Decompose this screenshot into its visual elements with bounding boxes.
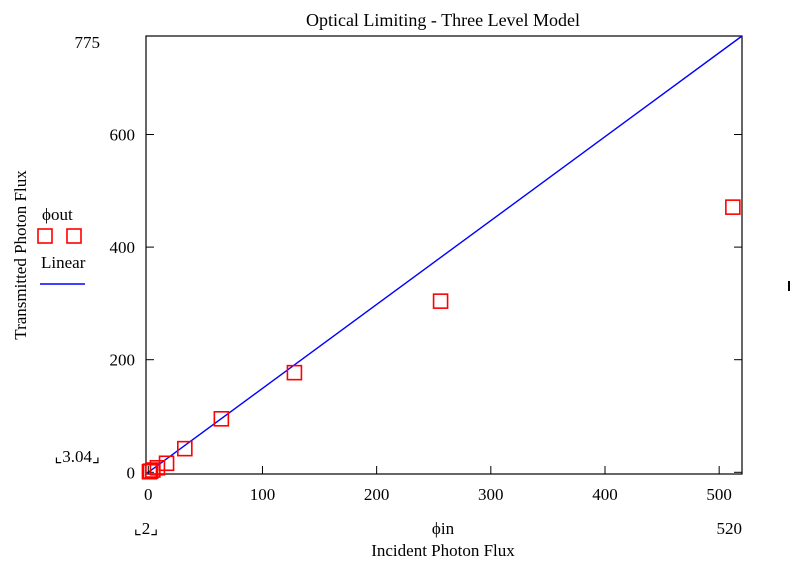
- chart-title: Optical Limiting - Three Level Model: [306, 10, 580, 30]
- legend-label-phi-out: ϕout: [42, 205, 73, 224]
- data-point-phi-out: [158, 455, 175, 472]
- x-tick-label: 200: [364, 485, 390, 504]
- series-line-linear: [147, 35, 743, 473]
- legend: ϕout Linear: [37, 205, 86, 285]
- x-tick-label: 100: [250, 485, 276, 504]
- data-point-phi-out: [149, 459, 166, 476]
- data-point-phi-out: [725, 199, 741, 215]
- x-range-max-label: 520: [717, 519, 743, 538]
- y-tick-label: 0: [127, 463, 136, 482]
- legend-marker-phi-out-2: [66, 228, 82, 244]
- legend-label-linear: Linear: [41, 253, 86, 272]
- data-point-phi-out: [286, 364, 303, 381]
- x-var-label: ϕin: [432, 519, 455, 538]
- x-tick-label: 0: [144, 485, 153, 504]
- x-tick-label: 500: [706, 485, 732, 504]
- y-axis-label: Transmitted Photon Flux: [11, 170, 30, 340]
- data-point-phi-out: [177, 440, 193, 457]
- y-tick-label: 400: [110, 238, 136, 257]
- y-tick-label: 200: [110, 351, 136, 370]
- data-point-phi-out: [213, 411, 230, 427]
- x-axis-label: Incident Photon Flux: [371, 541, 515, 560]
- legend-marker-phi-out-1: [37, 228, 53, 244]
- x-range-min-label: ⌞2⌟: [134, 519, 158, 538]
- y-tick-label: 600: [110, 126, 136, 145]
- x-tick-label: 400: [592, 485, 618, 504]
- y-range-max-label: 775: [75, 33, 101, 52]
- plot-area: 0 100 200 300 400 500 0 200 400 600: [110, 35, 743, 504]
- y-range-min-label: ⌞3.04⌟: [54, 447, 100, 466]
- x-tick-label: 300: [478, 485, 504, 504]
- plot-frame: [145, 35, 743, 475]
- data-point-phi-out: [432, 293, 449, 309]
